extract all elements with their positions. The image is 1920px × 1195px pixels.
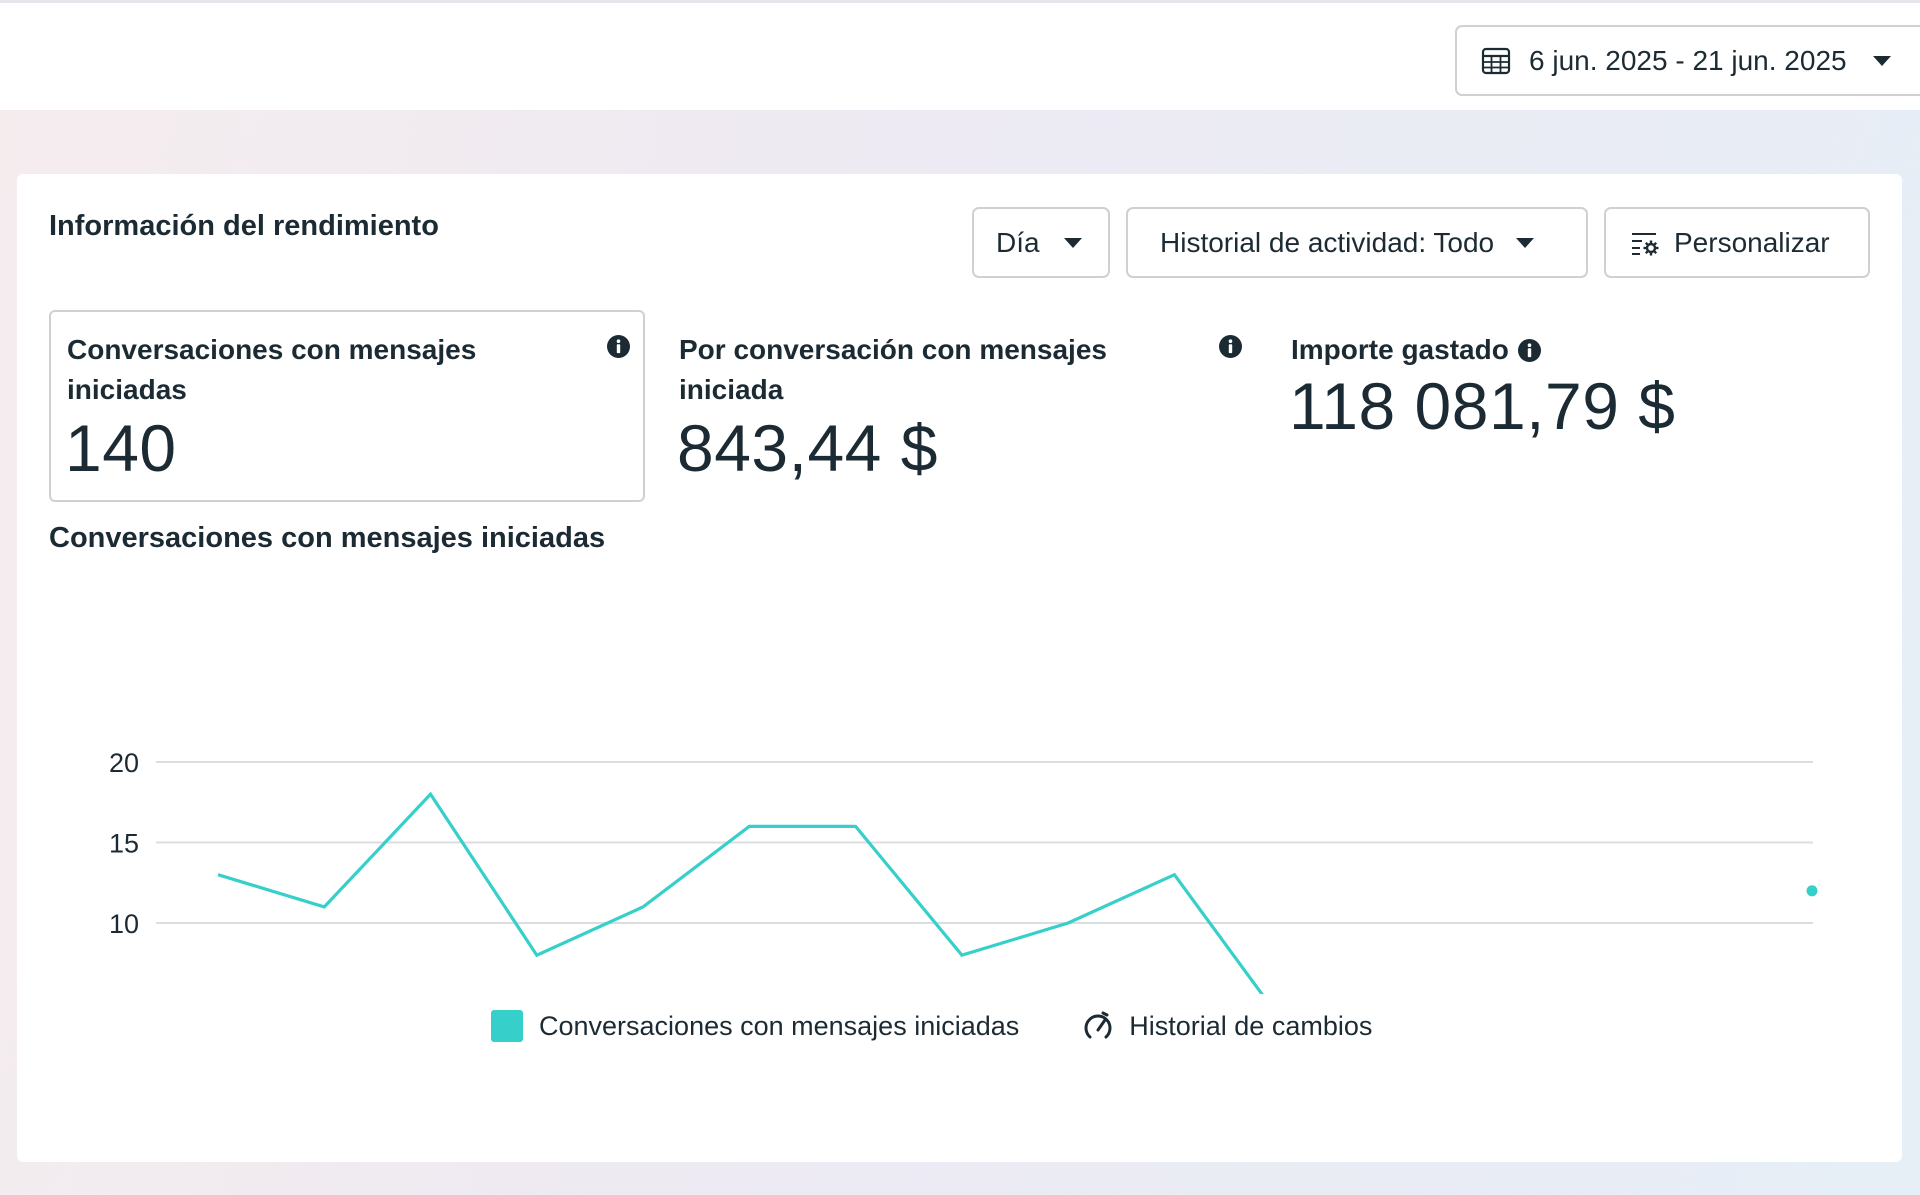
customize-label: Personalizar <box>1674 226 1830 258</box>
performance-panel: Información del rendimiento Día Historia… <box>17 174 1902 1162</box>
y-tick-label: 15 <box>109 829 139 859</box>
info-icon[interactable] <box>606 334 631 359</box>
metric-card-conversations[interactable]: Conversaciones con mensajes iniciadas 14… <box>49 310 645 502</box>
chart-title: Conversaciones con mensajes iniciadas <box>49 522 606 554</box>
metric-card-cost-per-conversation[interactable]: Por conversación con mensajes iniciada 8… <box>661 310 1257 502</box>
date-range-picker[interactable]: 6 jun. 2025 - 21 jun. 2025 <box>1455 25 1920 96</box>
legend-history-label: Historial de cambios <box>1129 1010 1373 1041</box>
customize-columns-icon <box>1632 232 1659 255</box>
metric-label: Conversaciones con mensajes iniciadas <box>67 334 477 405</box>
info-icon[interactable] <box>1517 338 1542 363</box>
y-tick-label: 20 <box>109 748 139 778</box>
y-tick-label: 5 <box>124 990 139 995</box>
metric-label: Por conversación con mensajes iniciada <box>679 334 1107 405</box>
customize-button[interactable]: Personalizar <box>1604 207 1870 278</box>
activity-history-label: Historial de actividad: Todo <box>1160 226 1495 258</box>
top-bar: 6 jun. 2025 - 21 jun. 2025 <box>0 0 1920 110</box>
legend-item-series[interactable]: Conversaciones con mensajes iniciadas <box>491 1010 1019 1042</box>
calendar-icon <box>1481 47 1511 74</box>
data-point[interactable] <box>1806 885 1818 897</box>
change-history-icon <box>1084 1011 1112 1039</box>
metric-label: Importe gastado <box>1291 334 1509 365</box>
info-icon[interactable] <box>1218 334 1243 359</box>
granularity-label: Día <box>996 226 1040 258</box>
metric-value: 140 <box>65 411 177 485</box>
caret-down-icon <box>1516 237 1535 248</box>
y-tick-label: 10 <box>109 909 139 939</box>
metric-card-amount-spent[interactable]: Importe gastado 118 081,79 $ <box>1273 310 1869 502</box>
panel-title: Información del rendimiento <box>49 210 439 242</box>
metric-label-row: Importe gastado <box>1291 330 1542 370</box>
chart-legend: Conversaciones con mensajes iniciadas Hi… <box>491 1010 1372 1042</box>
metric-value: 843,44 $ <box>677 411 938 485</box>
legend-series-label: Conversaciones con mensajes iniciadas <box>539 1010 1020 1041</box>
activity-history-dropdown[interactable]: Historial de actividad: Todo <box>1126 207 1588 278</box>
date-range-label: 6 jun. 2025 - 21 jun. 2025 <box>1529 44 1847 76</box>
caret-down-icon <box>1063 237 1082 248</box>
metric-value: 118 081,79 $ <box>1289 369 1676 443</box>
caret-down-icon <box>1872 55 1891 66</box>
legend-swatch <box>491 1010 523 1042</box>
series-line[interactable] <box>217 791 1281 994</box>
legend-item-history[interactable]: Historial de cambios <box>1081 1010 1372 1042</box>
line-chart: 05101520 6 jun.10 jun.14 jun.18 jun.21 j… <box>109 748 1818 995</box>
granularity-dropdown[interactable]: Día <box>972 207 1110 278</box>
